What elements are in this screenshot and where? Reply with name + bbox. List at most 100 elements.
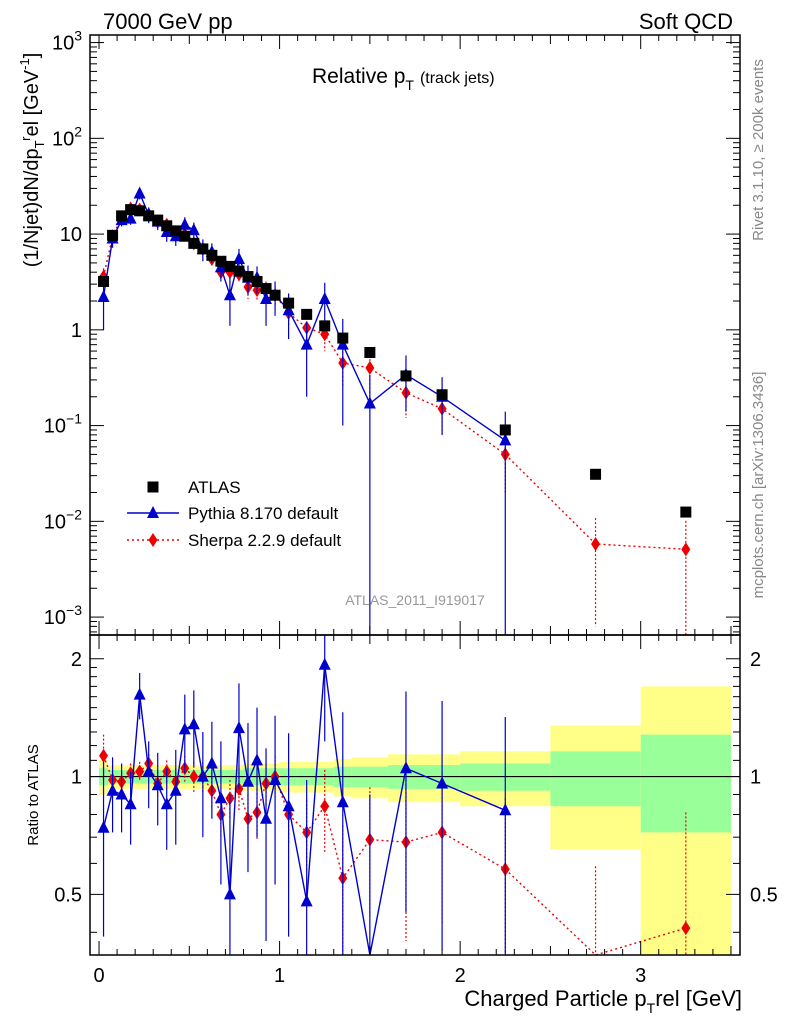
y-axis-label-ratio: Ratio to ATLAS bbox=[25, 744, 42, 845]
atlas-marker bbox=[188, 237, 200, 249]
y-tick-exponent: 3 bbox=[74, 28, 82, 44]
x-label-part: rel [GeV] bbox=[655, 986, 742, 1011]
atlas-marker bbox=[147, 481, 159, 493]
sherpa-marker bbox=[189, 769, 199, 784]
pythia-marker bbox=[205, 756, 218, 769]
y-tick-exponent: −2 bbox=[66, 506, 82, 522]
legend-label: Sherpa 2.2.9 default bbox=[188, 531, 341, 550]
pythia-marker bbox=[187, 717, 200, 730]
sherpa-marker bbox=[365, 360, 375, 375]
y-axis-label-main: (1/Njet)dN/dpTrel [GeV-1] bbox=[17, 53, 47, 268]
pythia-marker bbox=[133, 687, 146, 700]
atlas-marker bbox=[337, 332, 349, 344]
sherpa-marker bbox=[148, 533, 158, 547]
y-tick-exponent: −3 bbox=[66, 602, 82, 618]
y-tick-base: 10 bbox=[44, 416, 66, 438]
pythia-marker bbox=[499, 433, 512, 446]
sherpa-marker bbox=[99, 748, 109, 763]
pythia-marker bbox=[336, 795, 349, 808]
pythia-marker bbox=[223, 288, 236, 301]
atlas-marker bbox=[499, 424, 511, 436]
atlas-marker bbox=[215, 255, 227, 267]
pythia-marker bbox=[260, 291, 273, 304]
header-left: 7000 GeV pp bbox=[103, 9, 233, 34]
pythia-main bbox=[97, 186, 512, 635]
pythia-marker bbox=[269, 772, 282, 785]
x-label-part: T bbox=[647, 1000, 656, 1016]
atlas-marker bbox=[680, 506, 692, 518]
atlas-marker bbox=[436, 389, 448, 401]
pythia-marker bbox=[399, 761, 412, 774]
rivet-label: Rivet 3.1.10, ≥ 200k events bbox=[750, 59, 767, 241]
atlas-marker bbox=[152, 214, 164, 226]
pythia-marker bbox=[241, 774, 254, 787]
pythia-main-line bbox=[102, 191, 506, 441]
x-axis-label: Charged Particle pTrel [GeV] bbox=[464, 986, 742, 1016]
main-title-text: Relative p bbox=[312, 65, 405, 88]
pythia-marker bbox=[196, 769, 209, 782]
y-tick-base: 10 bbox=[52, 128, 74, 150]
y-tick-label: 10 bbox=[60, 224, 82, 246]
y-tick-label: 10−2 bbox=[44, 506, 82, 533]
sherpa-marker bbox=[591, 536, 601, 551]
atlas-marker bbox=[269, 289, 281, 301]
atlas-marker bbox=[260, 283, 272, 295]
pythia-marker bbox=[336, 337, 349, 350]
atlas-marker bbox=[242, 271, 254, 283]
x-label-part: Charged Particle p bbox=[464, 986, 646, 1011]
legend-label: Pythia 8.170 default bbox=[188, 504, 339, 523]
y-tick-label: 10−3 bbox=[44, 602, 82, 629]
atlas-marker bbox=[301, 308, 313, 320]
data-series bbox=[97, 186, 692, 956]
y-label-part: T bbox=[32, 140, 47, 148]
pythia-marker bbox=[106, 783, 119, 796]
pythia-marker bbox=[214, 791, 227, 804]
legend-label: ATLAS bbox=[188, 478, 241, 497]
pythia-ratio bbox=[97, 635, 512, 956]
ratio-tick-label-right: 1 bbox=[750, 767, 761, 789]
atlas-marker bbox=[143, 210, 155, 222]
atlas-marker bbox=[161, 220, 173, 232]
y-label-part: r bbox=[18, 136, 33, 141]
mcplots-label: mcplots.cern.ch [arXiv:1306.3436] bbox=[750, 372, 767, 599]
y-label-part: -1 bbox=[17, 58, 32, 70]
atlas-marker bbox=[134, 205, 146, 217]
analysis-label: ATLAS_2011_I919017 bbox=[345, 592, 485, 608]
ratio-tick-label-right: 2 bbox=[750, 649, 761, 671]
atlas-marker bbox=[590, 468, 602, 480]
pythia-marker bbox=[232, 721, 245, 734]
pythia-marker bbox=[142, 764, 155, 777]
pythia-marker bbox=[318, 291, 331, 304]
y-tick-label: 102 bbox=[52, 123, 82, 150]
pythia-marker bbox=[178, 217, 191, 230]
y-tick-label: 103 bbox=[52, 28, 82, 55]
atlas-marker bbox=[400, 370, 412, 382]
y-tick-base: 10 bbox=[44, 607, 66, 629]
y-tick-base: 10 bbox=[44, 511, 66, 533]
atlas-marker bbox=[170, 225, 182, 237]
atlas-marker bbox=[283, 297, 295, 309]
x-tick-label: 0 bbox=[93, 965, 104, 987]
sherpa-main bbox=[99, 201, 691, 635]
sherpa-marker bbox=[681, 921, 691, 936]
pythia-marker bbox=[318, 657, 331, 670]
atlas-marker bbox=[319, 320, 331, 332]
ratio-tick-label-left: 2 bbox=[71, 649, 82, 671]
ratio-tick-label-right: 0.5 bbox=[750, 884, 778, 906]
header-right: Soft QCD bbox=[639, 9, 733, 34]
atlas-marker bbox=[206, 249, 218, 261]
ratio-frame bbox=[89, 634, 741, 956]
y-tick-label: 10−1 bbox=[44, 411, 82, 438]
y-tick-label: 1 bbox=[71, 320, 82, 342]
sherpa-marker bbox=[320, 799, 330, 814]
ratio-tick-label-left: 0.5 bbox=[54, 884, 82, 906]
main-title-sub: T bbox=[405, 77, 414, 93]
band-green bbox=[640, 734, 731, 833]
pythia-marker bbox=[97, 290, 110, 303]
x-tick-label: 2 bbox=[455, 965, 466, 987]
y-tick-base: 10 bbox=[52, 33, 74, 55]
pythia-marker bbox=[115, 787, 128, 800]
legend: ATLAS Pythia 8.170 default Sherpa 2.2.9 de… bbox=[127, 478, 341, 550]
